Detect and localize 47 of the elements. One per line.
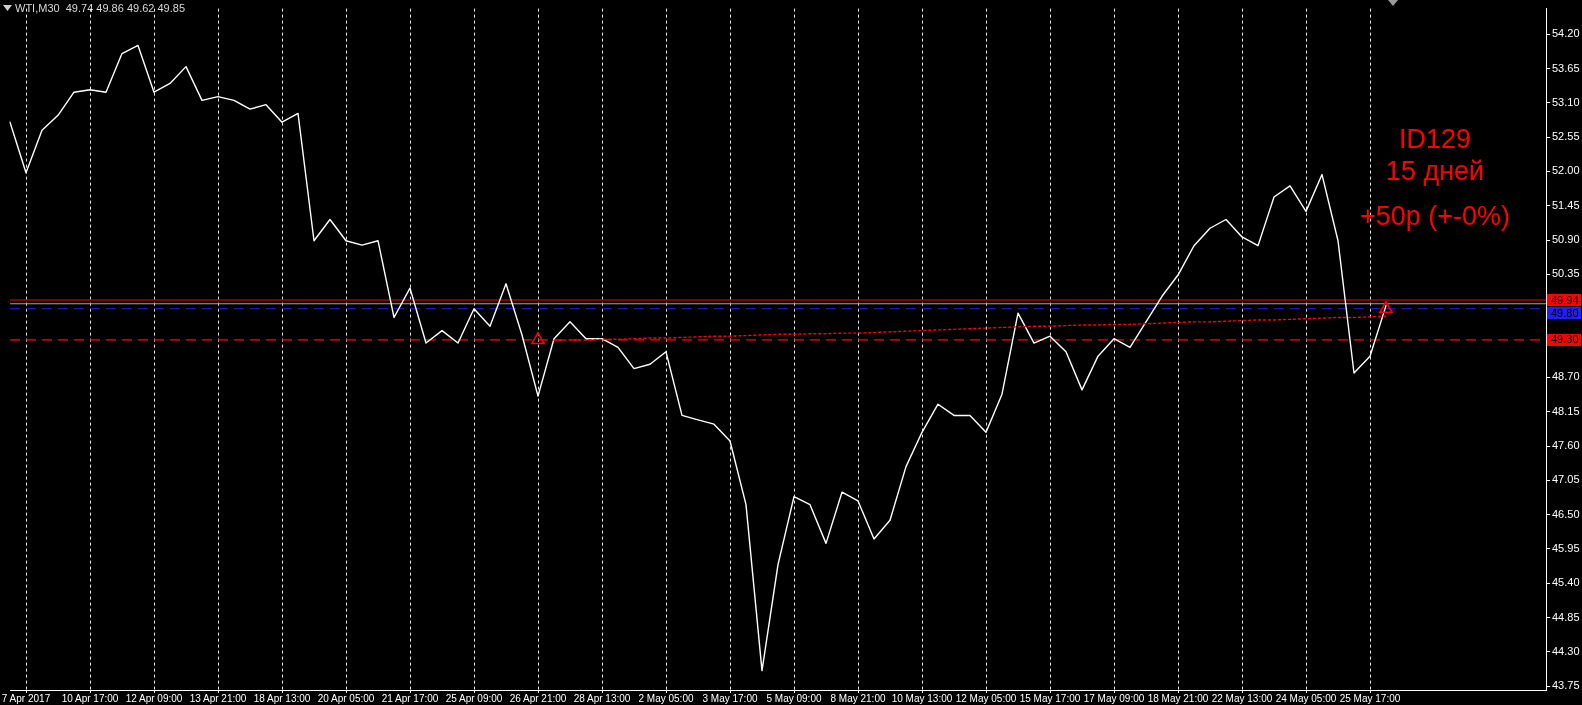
x-tick-label: 25 Apr 09:00 xyxy=(445,692,503,704)
x-tick-label: 26 Apr 21:00 xyxy=(509,692,567,704)
y-tick-label: 52.55 xyxy=(1552,130,1580,143)
annotation: ID129 xyxy=(1398,124,1472,155)
y-tick-label: 54.20 xyxy=(1552,27,1580,40)
y-tick-label: 48.15 xyxy=(1552,404,1580,417)
x-tick-label: 22 May 13:00 xyxy=(1211,692,1273,704)
x-tick-label: 5 May 09:00 xyxy=(766,692,822,704)
y-tick-label: 50.35 xyxy=(1552,267,1580,280)
x-tick-label: 8 May 21:00 xyxy=(830,692,886,704)
x-tick-label: 2 May 05:00 xyxy=(638,692,694,704)
x-tick-label: 24 May 05:00 xyxy=(1275,692,1337,704)
x-tick-label: 13 Apr 21:00 xyxy=(189,692,247,704)
y-tick-label: 53.65 xyxy=(1552,61,1580,74)
x-tick-label: 17 May 09:00 xyxy=(1083,692,1145,704)
x-tick-label: 10 Apr 17:00 xyxy=(61,692,119,704)
y-tick-label: 44.30 xyxy=(1552,644,1580,657)
y-tick-label: 44.85 xyxy=(1552,610,1580,623)
y-tick-label: 45.40 xyxy=(1552,576,1580,589)
y-tick-label: 46.50 xyxy=(1552,507,1580,520)
x-tick-label: 28 Apr 13:00 xyxy=(573,692,631,704)
x-tick-label: 21 Apr 17:00 xyxy=(381,692,439,704)
y-tick-label: 45.95 xyxy=(1552,542,1580,555)
ref-line-label: 49.30 xyxy=(1551,333,1579,346)
x-tick-label: 20 Apr 05:00 xyxy=(317,692,375,704)
y-tick-label: 47.60 xyxy=(1552,439,1580,452)
x-tick-label: 18 May 21:00 xyxy=(1147,692,1209,704)
y-tick-label: 50.90 xyxy=(1552,233,1580,246)
annotation: +50p (+-0%) xyxy=(1359,201,1511,232)
x-tick-label: 3 May 17:00 xyxy=(702,692,758,704)
y-tick-label: 43.75 xyxy=(1552,679,1580,692)
x-tick-label: 12 Apr 09:00 xyxy=(125,692,183,704)
ref-line-label: 49.94 xyxy=(1551,293,1579,306)
y-tick-label: 47.05 xyxy=(1552,473,1580,486)
y-tick-label: 48.70 xyxy=(1552,370,1580,383)
x-tick-label: 25 May 17:00 xyxy=(1339,692,1401,704)
chart-title: WTI,M30 49.74 49.86 49.62 49.85 xyxy=(15,2,186,15)
y-tick-label: 52.00 xyxy=(1552,164,1580,177)
x-tick-label: 12 May 05:00 xyxy=(955,692,1017,704)
y-tick-label: 51.45 xyxy=(1552,198,1580,211)
x-tick-label: 15 May 17:00 xyxy=(1019,692,1081,704)
x-tick-label: 7 Apr 2017 xyxy=(1,692,51,704)
x-tick-label: 18 Apr 13:00 xyxy=(253,692,311,704)
annotation: 15 дней xyxy=(1385,156,1485,187)
ref-line-label: 49.80 xyxy=(1551,306,1579,319)
y-tick-label: 53.10 xyxy=(1552,95,1580,108)
x-tick-label: 10 May 13:00 xyxy=(891,692,953,704)
